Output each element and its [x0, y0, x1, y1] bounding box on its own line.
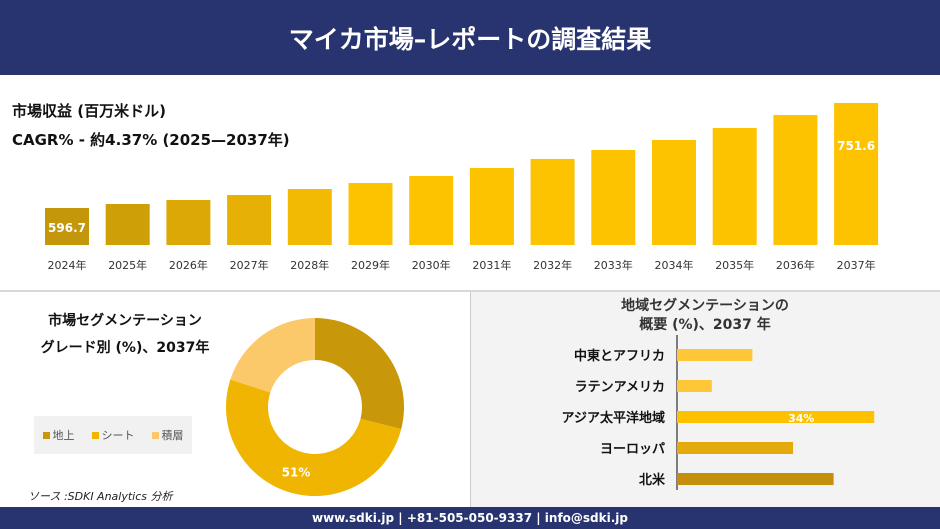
donut-data-label: 51% [282, 465, 311, 479]
revenue-bar-chart: 2024年 596.7 2025年 2026年 2027年 2028年 2029年 2030年… [45, 102, 879, 272]
legend-swatch [151, 432, 159, 439]
year-label: 2029年 [351, 258, 390, 272]
legend-item: シート [91, 427, 135, 443]
region-label: 中東とアフリカ [574, 348, 665, 364]
donut-slice [315, 318, 404, 430]
revenue-bar [530, 158, 575, 245]
region-bar [677, 349, 753, 361]
bar-data-label: 596.7 [48, 221, 86, 235]
region-title-line2: 概要 (%)、2037 年 [639, 317, 771, 333]
page-title: マイカ市場–レポートの調査結果 [288, 24, 652, 54]
year-label: 2025年 [108, 258, 147, 272]
revenue-bar [166, 199, 211, 245]
revenue-bar [652, 139, 696, 245]
region-label: ラテンアメリカ [575, 380, 665, 395]
year-label: 2033年 [594, 258, 633, 272]
region-panel [470, 292, 940, 507]
donut-title-line1: 市場セグメンテーション [48, 313, 202, 329]
donut-legend: 地上 シート 積層 [34, 416, 192, 454]
year-label: 2037年 [837, 258, 876, 272]
region-bar [677, 380, 712, 392]
revenue-bar [773, 115, 818, 245]
revenue-bar [834, 102, 879, 245]
legend-swatch [91, 432, 99, 439]
revenue-bar [348, 183, 393, 245]
region-bar [677, 411, 875, 423]
header-banner: マイカ市場–レポートの調査結果 [0, 0, 940, 75]
region-label: アジア太平洋地域 [562, 410, 665, 426]
divider [0, 290, 940, 292]
source-note: ソース :SDKI Analytics 分析 [28, 490, 173, 503]
footer-contact: www.sdki.jp | +81-505-050-9337 | info@sd… [0, 507, 940, 529]
legend-label: 地上 [52, 429, 75, 442]
cagr-text: CAGR% - 約4.37% (2025—2037年) [12, 131, 290, 149]
year-label: 2027年 [230, 258, 269, 272]
revenue-bar [105, 203, 150, 245]
revenue-bar [227, 195, 272, 245]
year-label: 2026年 [169, 258, 208, 272]
region-title: 地域セグメンテーションの 概要 (%)、2037 年 [560, 297, 850, 335]
donut-slice [230, 318, 315, 393]
year-label: 2031年 [472, 258, 511, 272]
revenue-bar [591, 150, 636, 245]
revenue-title: 市場収益 (百万米ドル) [12, 102, 166, 120]
legend-label: シート [101, 429, 135, 442]
legend-item: 積層 [151, 427, 184, 443]
revenue-bar [287, 188, 332, 245]
year-label: 2035年 [715, 258, 754, 272]
grade-donut-chart: 51% [225, 318, 404, 497]
year-label: 2036年 [776, 258, 815, 272]
year-label: 2024年 [48, 258, 87, 272]
revenue-bar [469, 167, 514, 245]
revenue-bar [712, 127, 757, 245]
bar-data-label: 751.6 [837, 139, 875, 153]
year-label: 2030年 [412, 258, 451, 272]
legend-label: 積層 [161, 429, 184, 442]
region-label: 北米 [639, 472, 666, 488]
legend-swatch [42, 432, 50, 439]
year-label: 2028年 [290, 258, 329, 272]
region-title-line1: 地域セグメンテーションの [621, 298, 789, 314]
year-label: 2034年 [655, 258, 694, 272]
region-data-label: 34% [788, 412, 814, 425]
revenue-bar [409, 175, 454, 245]
legend-item: 地上 [42, 427, 75, 443]
donut-title: 市場セグメンテーション グレード別 (%)、2037年 [20, 308, 230, 362]
revenue-bar [45, 207, 89, 245]
year-label: 2032年 [533, 258, 572, 272]
region-label: ヨーロッパ [600, 442, 665, 457]
region-bar [677, 442, 793, 454]
donut-slice [225, 379, 402, 497]
region-bar [677, 473, 834, 485]
donut-title-line2: グレード別 (%)、2037年 [40, 340, 210, 356]
